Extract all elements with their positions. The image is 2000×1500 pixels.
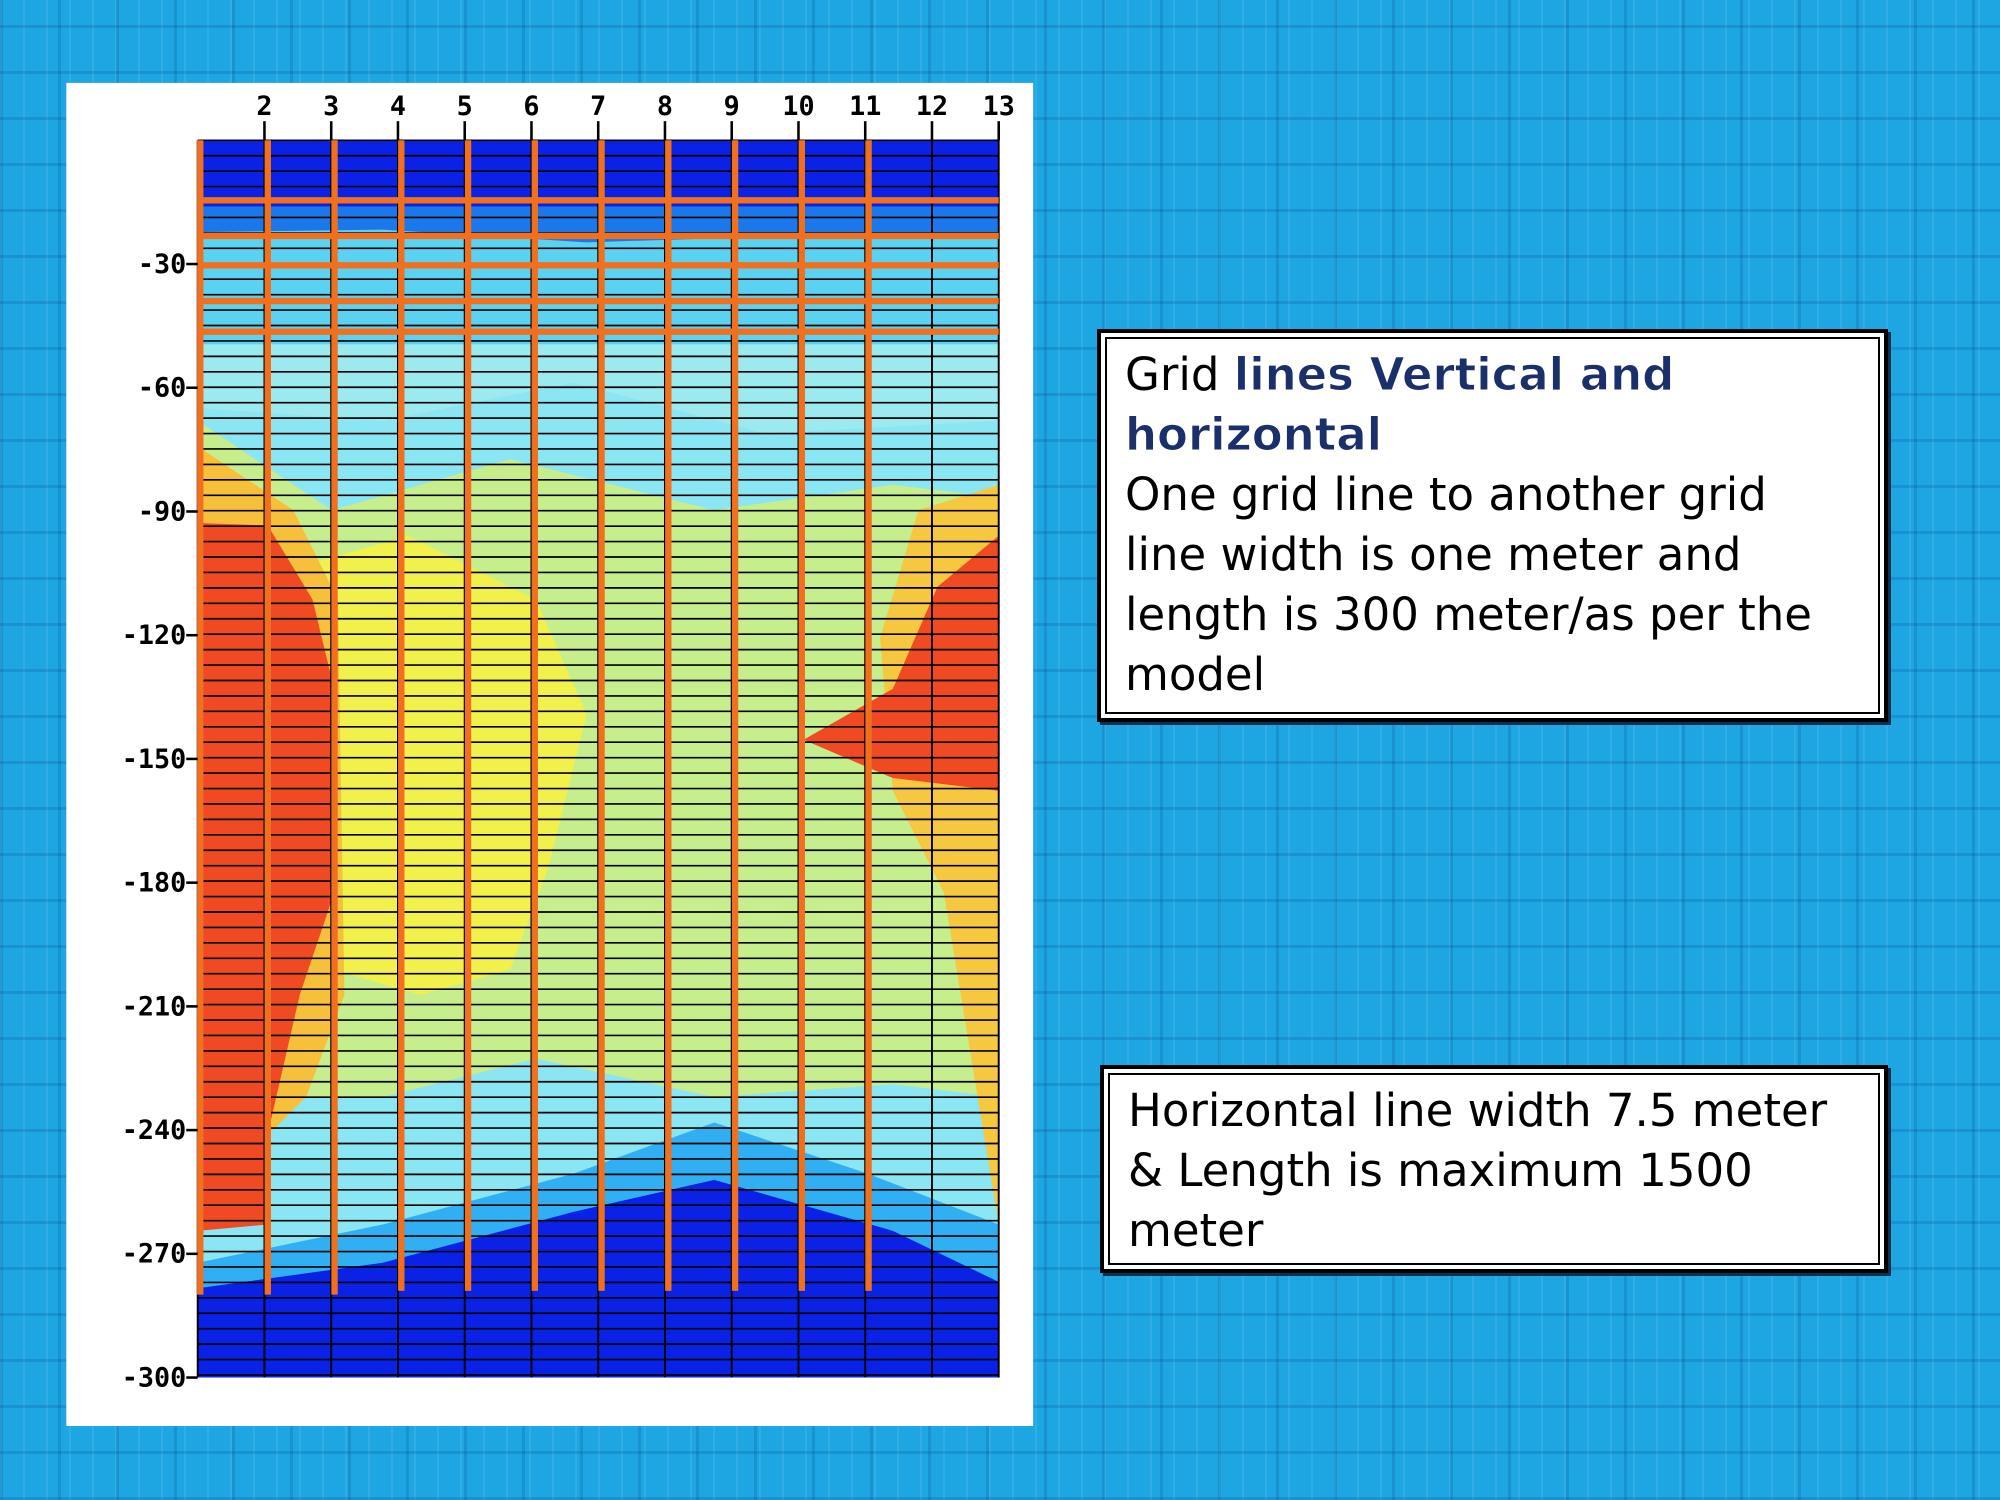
body-text: Horizontal line width 7.5 meter & Length… — [1128, 1084, 1828, 1257]
y-label: -270 — [122, 1239, 186, 1270]
text-box: Horizontal line width 7.5 meter & Length… — [1100, 1065, 1888, 1273]
x-label: 5 — [457, 91, 473, 122]
text-box: Grid lines Vertical and horizontal One g… — [1097, 329, 1888, 722]
body-text: One grid line to another grid line width… — [1125, 468, 1812, 701]
text-box-inner: Horizontal line width 7.5 meter & Length… — [1108, 1073, 1880, 1265]
contour-fill — [318, 535, 587, 995]
grid — [196, 139, 1000, 1378]
y-label: -210 — [122, 991, 186, 1022]
y-label: -300 — [122, 1362, 186, 1393]
y-label: -150 — [122, 744, 186, 775]
heading: lines Vertical and horizontal — [1124, 348, 1675, 462]
x-label: 6 — [523, 91, 539, 122]
y-label: -90 — [138, 496, 186, 527]
x-label: 13 — [983, 91, 1015, 122]
y-label: -120 — [122, 620, 186, 651]
x-label: 2 — [256, 91, 272, 122]
y-label: -30 — [138, 249, 186, 280]
x-label: 7 — [590, 91, 606, 122]
x-label: 8 — [657, 91, 673, 122]
x-label: 9 — [724, 91, 740, 122]
y-label: -240 — [122, 1115, 186, 1146]
x-label: 4 — [390, 91, 406, 122]
y-label: -60 — [138, 373, 186, 404]
x-label: 12 — [916, 91, 948, 122]
text-box-inner: Grid lines Vertical and horizontal One g… — [1105, 337, 1880, 714]
x-label: 10 — [782, 91, 814, 122]
x-label: 11 — [849, 91, 881, 122]
x-label: 3 — [323, 91, 339, 122]
y-label: -180 — [122, 868, 186, 899]
heading-lead: Grid — [1125, 348, 1220, 401]
axes: 2 3 4 5 6 7 8 9 10 11 12 13 -30 -60 -90 -120 -150 -180 -21… — [122, 91, 1015, 1394]
